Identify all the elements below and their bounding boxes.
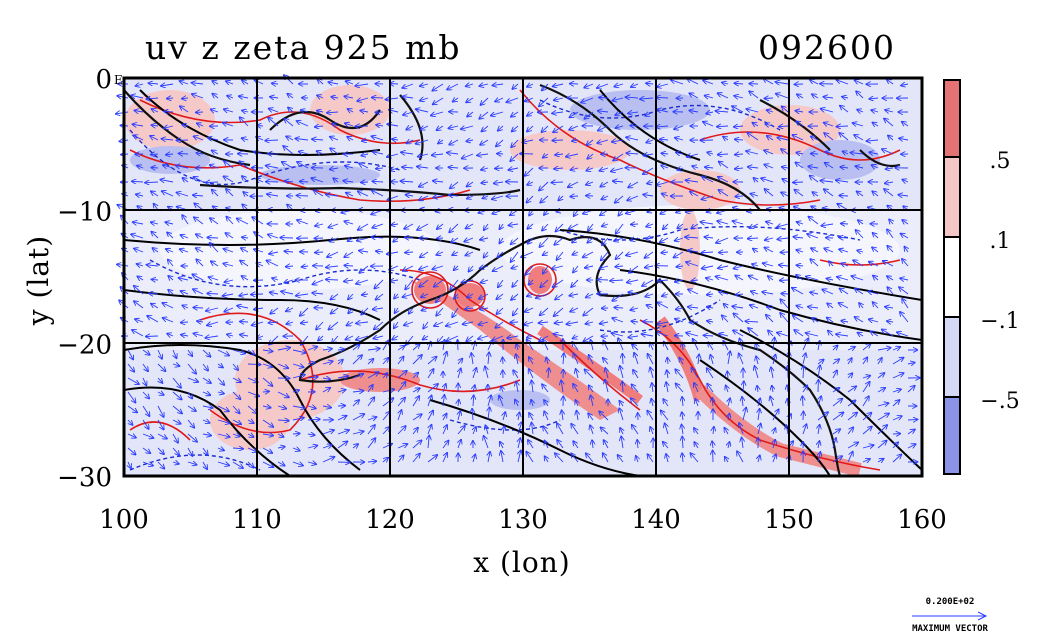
colorbar-label: .5 (990, 149, 1011, 174)
x-tick-label: 120 (365, 505, 415, 535)
time-label: 092600 (758, 28, 896, 67)
x-axis-label: x (lon) (473, 546, 570, 579)
colorbar-band-strong-positive (944, 80, 960, 157)
colorbar-band-neutral (944, 237, 960, 317)
grid-lines (124, 78, 922, 476)
x-axis: 100 110 120 130 140 150 160 (99, 505, 947, 535)
y-tick-label: −10 (57, 198, 112, 228)
plot-frame (122, 76, 924, 478)
y-tick-label: −20 (57, 330, 112, 360)
x-tick-label: 100 (99, 505, 149, 535)
y-tick-label: 0 (95, 65, 112, 95)
x-tick-label: 150 (764, 505, 814, 535)
colorbar-band-weak-positive (944, 157, 960, 237)
vector-key: 0.200E+02 MAXIMUM VECTOR (912, 597, 989, 634)
vector-key-value: 0.200E+02 (926, 597, 975, 607)
x-tick-label: 130 (498, 505, 548, 535)
colorbar-band-weak-negative (944, 317, 960, 397)
y-axis-label: y (lat) (22, 235, 55, 326)
x-tick-label: 140 (631, 505, 681, 535)
colorbar-label: −.1 (980, 309, 1019, 334)
x-tick-label: 110 (232, 505, 282, 535)
y-tick-suffix: E (114, 73, 123, 87)
y-tick-label: −30 (57, 463, 112, 493)
colorbar: .5 .1 −.1 −.5 (943, 79, 1020, 475)
vector-key-caption: MAXIMUM VECTOR (912, 624, 988, 634)
colorbar-label: .1 (990, 229, 1011, 254)
red-contours (129, 89, 901, 471)
x-tick-label: 160 (897, 505, 947, 535)
colorbar-band-strong-negative (944, 397, 960, 474)
y-axis: 0 −10 −20 −30 E (57, 65, 123, 493)
colorbar-label: −.5 (980, 389, 1019, 414)
vector-key-arrowhead (977, 611, 988, 621)
wind-vectors (116, 75, 920, 469)
chart-title: uv z zeta 925 mb (145, 28, 462, 67)
